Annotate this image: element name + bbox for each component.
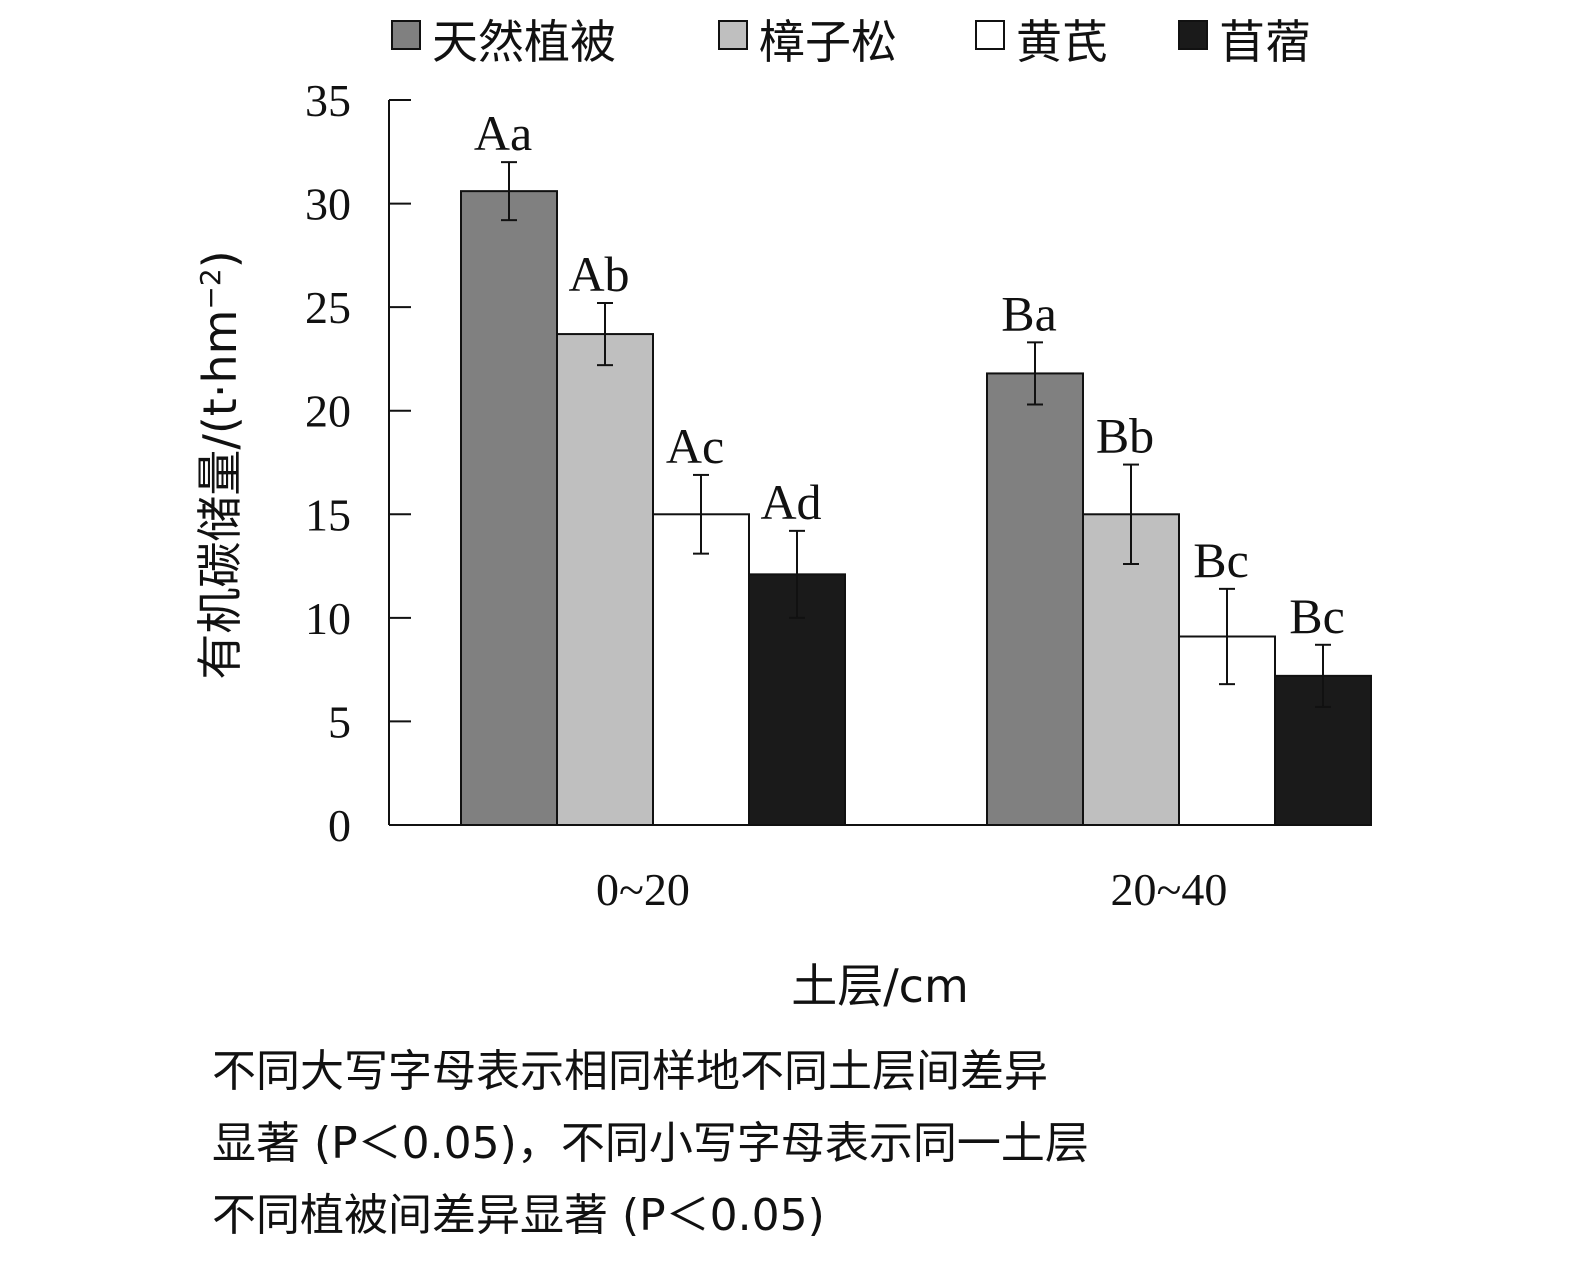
y-tick-label: 0 xyxy=(328,800,351,851)
significance-label: Aa xyxy=(474,105,532,161)
x-axis-title: 土层/cm xyxy=(791,959,969,1013)
y-tick-label: 10 xyxy=(305,593,351,644)
significance-labels: Aa Ab Ac Ad Ba Bb Bc Bc xyxy=(474,105,1345,644)
significance-label: Bb xyxy=(1096,408,1154,464)
bar xyxy=(1082,513,1180,826)
significance-label: Bc xyxy=(1193,532,1249,588)
y-tick-label: 20 xyxy=(305,386,351,437)
legend-label: 黄芪 xyxy=(1016,15,1108,69)
significance-label: Bc xyxy=(1289,588,1345,644)
y-tick-label: 25 xyxy=(305,282,351,333)
error-bars xyxy=(501,161,1331,708)
y-axis-title-main: 有机碳储量/(t·hm xyxy=(193,310,247,680)
x-category-labels: 0~20 20~40 xyxy=(596,864,1227,915)
note-line-3: 不同植被间差异显著 (P＜0.05) xyxy=(212,1190,825,1241)
bar xyxy=(556,333,654,826)
x-category-label: 0~20 xyxy=(596,864,690,915)
significance-label: Ba xyxy=(1001,285,1057,341)
y-axis-title-end: ) xyxy=(193,250,247,268)
legend: 天然植被 樟子松 黄芪 苜蓿 xyxy=(391,15,1311,69)
significance-label: Ad xyxy=(760,474,821,530)
chart: 天然植被 樟子松 黄芪 苜蓿 Aa Ab Ac Ad Ba Bb Bc Bc 0 5 10 15 20 25 3… xyxy=(193,15,1372,1013)
y-axis-title-sup: −2 xyxy=(194,268,227,309)
note-line-1: 不同大写字母表示相同样地不同土层间差异 xyxy=(212,1046,1048,1097)
legend-swatch xyxy=(1178,20,1208,50)
legend-swatch xyxy=(391,20,421,50)
legend-label: 天然植被 xyxy=(432,15,616,69)
y-ticks: 0 5 10 15 20 25 30 35 xyxy=(305,75,411,851)
bar xyxy=(986,372,1084,826)
significance-label: Ab xyxy=(568,246,629,302)
y-tick-label: 30 xyxy=(305,179,351,230)
x-category-label: 20~40 xyxy=(1111,864,1228,915)
bars xyxy=(460,190,1372,826)
y-tick-label: 5 xyxy=(328,696,351,747)
bar xyxy=(460,190,558,826)
y-tick-label: 15 xyxy=(305,489,351,540)
y-axis-title: 有机碳储量/(t·hm−2) xyxy=(193,250,247,679)
legend-swatch xyxy=(718,20,748,50)
bar xyxy=(652,513,750,826)
note-line-2: 显著 (P＜0.05)，不同小写字母表示同一土层 xyxy=(212,1118,1089,1169)
legend-label: 苜蓿 xyxy=(1219,15,1311,69)
legend-label: 樟子松 xyxy=(759,15,897,69)
axes xyxy=(388,100,1370,826)
significance-label: Ac xyxy=(666,418,724,474)
figure-note: 不同大写字母表示相同样地不同土层间差异 显著 (P＜0.05)，不同小写字母表示… xyxy=(212,1036,1512,1252)
legend-swatch xyxy=(975,20,1005,50)
y-tick-label: 35 xyxy=(305,75,351,126)
